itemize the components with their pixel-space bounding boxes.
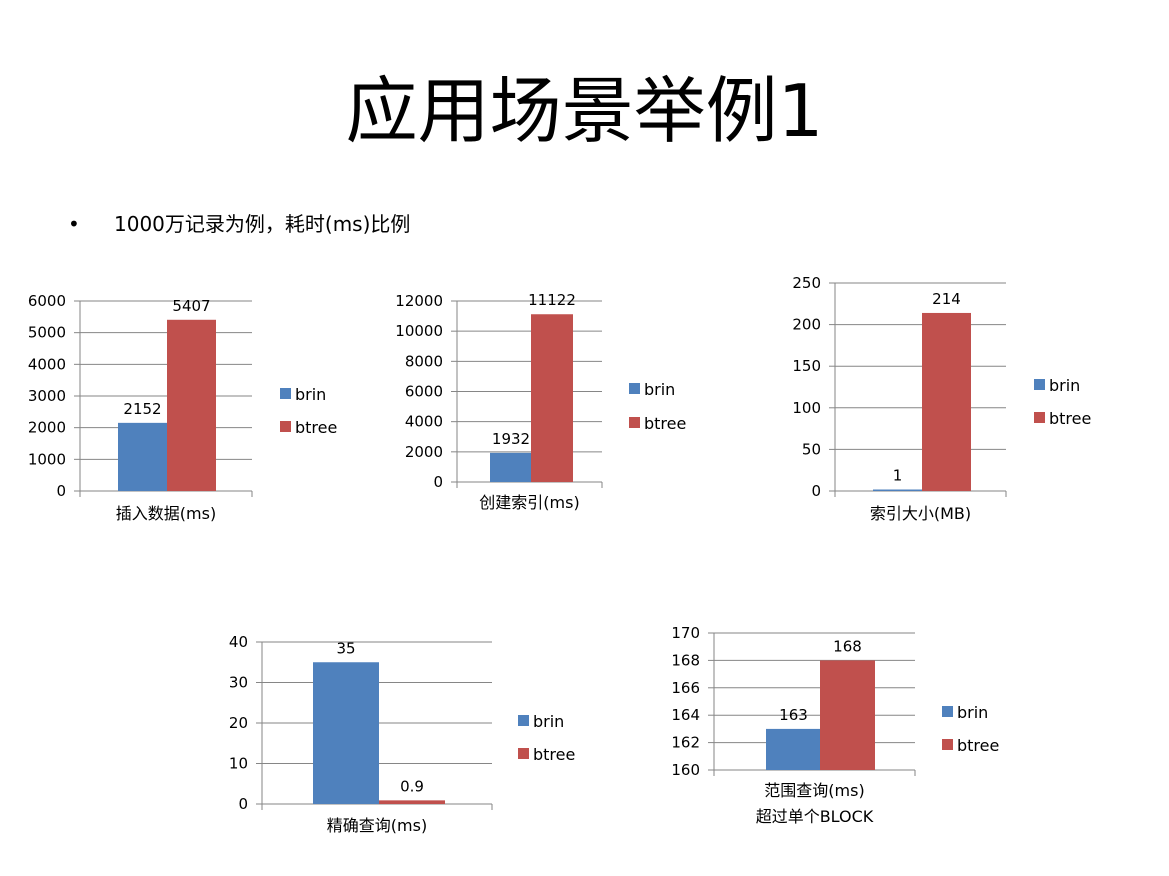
data-label-btree: 0.9 bbox=[400, 777, 424, 795]
x-category-label: 范围查询(ms) bbox=[764, 781, 864, 800]
y-tick-label: 30 bbox=[229, 674, 248, 692]
legend-label-btree: btree bbox=[957, 736, 999, 755]
legend-label-brin: brin bbox=[644, 380, 675, 399]
bar-brin bbox=[873, 489, 922, 491]
y-tick-label: 160 bbox=[671, 761, 700, 779]
bar-brin bbox=[490, 452, 532, 482]
bar-btree bbox=[922, 312, 971, 491]
slide-title: 应用场景举例1 bbox=[345, 69, 824, 153]
y-tick-label: 164 bbox=[671, 706, 700, 724]
data-label-brin: 163 bbox=[779, 706, 808, 724]
legend-swatch-btree bbox=[280, 421, 291, 432]
data-label-brin: 1932 bbox=[492, 430, 530, 448]
data-label-btree: 11122 bbox=[528, 291, 576, 309]
legend-label-btree: btree bbox=[644, 414, 686, 433]
y-tick-label: 0 bbox=[433, 473, 443, 491]
bar-brin bbox=[118, 422, 167, 491]
legend-label-brin: brin bbox=[957, 703, 988, 722]
y-tick-label: 8000 bbox=[405, 352, 443, 370]
legend-label-brin: brin bbox=[1049, 376, 1080, 395]
y-tick-label: 100 bbox=[792, 399, 821, 417]
x-category-label: 精确查询(ms) bbox=[327, 816, 427, 835]
x-category-label: 超过单个BLOCK bbox=[756, 807, 874, 826]
y-tick-label: 250 bbox=[792, 274, 821, 292]
x-category-label: 创建索引(ms) bbox=[479, 493, 579, 512]
bar-btree bbox=[167, 319, 216, 491]
data-label-btree: 5407 bbox=[172, 297, 210, 315]
y-tick-label: 4000 bbox=[405, 413, 443, 431]
legend-swatch-btree bbox=[629, 417, 640, 428]
y-tick-label: 10 bbox=[229, 755, 248, 773]
y-tick-label: 10000 bbox=[395, 322, 443, 340]
legend-swatch-brin bbox=[629, 383, 640, 394]
legend-swatch-btree bbox=[518, 748, 529, 759]
y-tick-label: 1000 bbox=[28, 450, 66, 468]
legend-swatch-btree bbox=[1034, 412, 1045, 423]
data-label-brin: 35 bbox=[336, 639, 355, 657]
data-label-btree: 214 bbox=[932, 290, 961, 308]
y-tick-label: 40 bbox=[229, 633, 248, 651]
data-label-brin: 2152 bbox=[123, 400, 161, 418]
y-tick-label: 0 bbox=[811, 482, 821, 500]
bullet-symbol: • bbox=[68, 212, 80, 236]
y-tick-label: 6000 bbox=[28, 292, 66, 310]
y-tick-label: 3000 bbox=[28, 387, 66, 405]
y-tick-label: 0 bbox=[56, 482, 66, 500]
y-tick-label: 200 bbox=[792, 316, 821, 334]
y-tick-label: 12000 bbox=[395, 292, 443, 310]
bullet-item: • 1000万记录为例，耗时(ms)比例 bbox=[68, 210, 410, 238]
y-tick-label: 4000 bbox=[28, 355, 66, 373]
y-tick-label: 20 bbox=[229, 714, 248, 732]
bar-brin bbox=[313, 662, 379, 804]
y-tick-label: 5000 bbox=[28, 324, 66, 342]
bar-btree bbox=[379, 800, 445, 804]
legend-swatch-btree bbox=[942, 739, 953, 750]
y-tick-label: 6000 bbox=[405, 383, 443, 401]
x-category-label: 插入数据(ms) bbox=[116, 504, 216, 523]
y-tick-label: 150 bbox=[792, 357, 821, 375]
y-tick-label: 168 bbox=[671, 651, 700, 669]
y-tick-label: 170 bbox=[671, 624, 700, 642]
y-tick-label: 2000 bbox=[28, 419, 66, 437]
y-tick-label: 0 bbox=[238, 795, 248, 813]
legend-label-btree: btree bbox=[1049, 409, 1091, 428]
legend-swatch-brin bbox=[518, 715, 529, 726]
y-tick-label: 162 bbox=[671, 734, 700, 752]
data-label-brin: 1 bbox=[893, 467, 903, 485]
legend-label-btree: btree bbox=[533, 745, 575, 764]
legend-label-btree: btree bbox=[295, 418, 337, 437]
legend-swatch-brin bbox=[1034, 379, 1045, 390]
legend-label-brin: brin bbox=[533, 712, 564, 731]
legend-swatch-brin bbox=[280, 388, 291, 399]
bar-btree bbox=[820, 660, 875, 770]
y-tick-label: 2000 bbox=[405, 443, 443, 461]
bullet-text: 1000万记录为例，耗时(ms)比例 bbox=[114, 212, 411, 236]
legend-swatch-brin bbox=[942, 706, 953, 717]
y-tick-label: 50 bbox=[802, 440, 821, 458]
legend-label-brin: brin bbox=[295, 385, 326, 404]
x-category-label: 索引大小(MB) bbox=[870, 504, 971, 523]
bar-btree bbox=[531, 314, 573, 482]
data-label-btree: 168 bbox=[833, 637, 862, 655]
bar-brin bbox=[766, 728, 821, 770]
y-tick-label: 166 bbox=[671, 679, 700, 697]
